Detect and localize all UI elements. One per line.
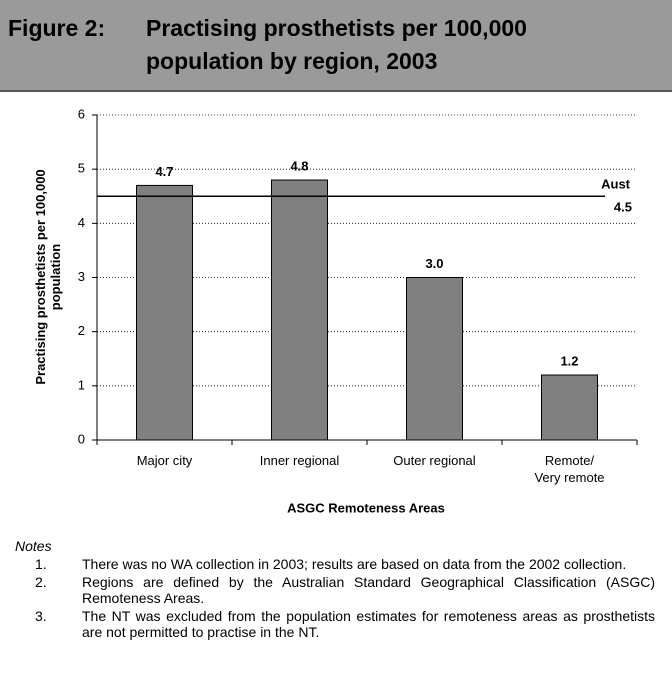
y-tick-label: 5: [78, 161, 85, 176]
note-item: 2. Regions are defined by the Australian …: [15, 574, 655, 606]
y-tick-label: 2: [78, 323, 85, 338]
figure-label: Figure 2:: [8, 15, 106, 41]
y-tick-label: 1: [78, 377, 85, 392]
y-tick-label: 0: [78, 431, 85, 446]
bar: [541, 374, 598, 441]
note-text: The NT was excluded from the population …: [82, 608, 655, 640]
y-tick-label: 4: [78, 215, 85, 230]
header: Figure 2: Practising prosthetists per 10…: [0, 0, 672, 92]
note-number: 3.: [35, 608, 47, 624]
x-tick-label: Inner regional: [259, 453, 340, 468]
note-number: 2.: [35, 574, 47, 590]
value-label: 3.0: [425, 256, 443, 271]
bar: [271, 179, 328, 441]
figure-title: Practising prosthetists per 100,000 popu…: [146, 15, 527, 74]
y-tick-label: 6: [78, 106, 85, 121]
notes-heading: Notes: [15, 538, 52, 554]
x-tick-label: Remote/ Very remote: [534, 453, 605, 485]
value-label: 4.7: [155, 164, 173, 179]
note-text: Regions are defined by the Australian St…: [82, 574, 655, 606]
reference-label: Aust: [601, 177, 631, 192]
x-tick-label: Outer regional: [393, 453, 476, 468]
note-text: There was no WA collection in 2003; resu…: [82, 556, 627, 572]
note-number: 1.: [35, 556, 47, 572]
bar: [136, 184, 193, 441]
reference-value: 4.5: [614, 200, 632, 215]
note-item: 1. There was no WA collection in 2003; re…: [15, 556, 655, 572]
chart: ASGC Remoteness Areas 0 1 2 3 4 5 6 4.7 4.8 3.0 1.…: [78, 106, 638, 515]
notes: Notes 1. There was no WA collection in 20…: [15, 538, 655, 642]
x-axis-title: ASGC Remoteness Areas: [287, 500, 445, 515]
x-tick-label: Major city: [136, 453, 193, 468]
value-label: 1.2: [560, 353, 578, 368]
y-axis-title: Practising prosthetists per 100,000 popu…: [33, 169, 63, 385]
bar: [406, 277, 463, 441]
note-item: 3. The NT was excluded from the populatio…: [15, 608, 655, 640]
y-tick-label: 3: [78, 269, 85, 284]
value-label: 4.8: [290, 158, 308, 173]
